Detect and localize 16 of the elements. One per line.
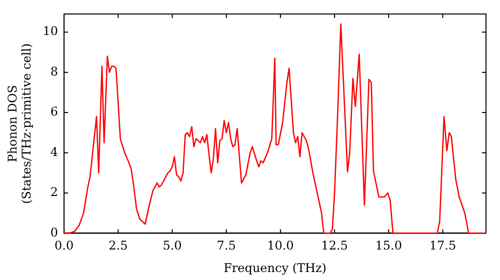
- x-tick-label: 7.5: [216, 238, 236, 253]
- y-tick-label: 8: [50, 64, 58, 78]
- x-tick-label: 5.0: [162, 238, 182, 253]
- y-tick-label: 2: [50, 185, 58, 200]
- x-tick-label: 17.5: [429, 238, 456, 253]
- x-tick-label: 12.5: [321, 238, 348, 253]
- y-axis-title: Phonon DOS (States/THz·primitive cell): [5, 43, 34, 204]
- x-tick-label: 2.5: [108, 238, 128, 253]
- y-tick-label: 10: [42, 24, 58, 38]
- y-tick-label: 0: [50, 225, 58, 240]
- x-tick-label: 10.0: [267, 238, 294, 253]
- x-axis-title: Frequency (THz): [224, 260, 326, 275]
- y-tick-label: 6: [50, 104, 58, 119]
- x-tick-label: 0.0: [54, 238, 74, 253]
- y-tick-label: 4: [50, 144, 58, 159]
- x-tick-label: 15.0: [375, 238, 402, 253]
